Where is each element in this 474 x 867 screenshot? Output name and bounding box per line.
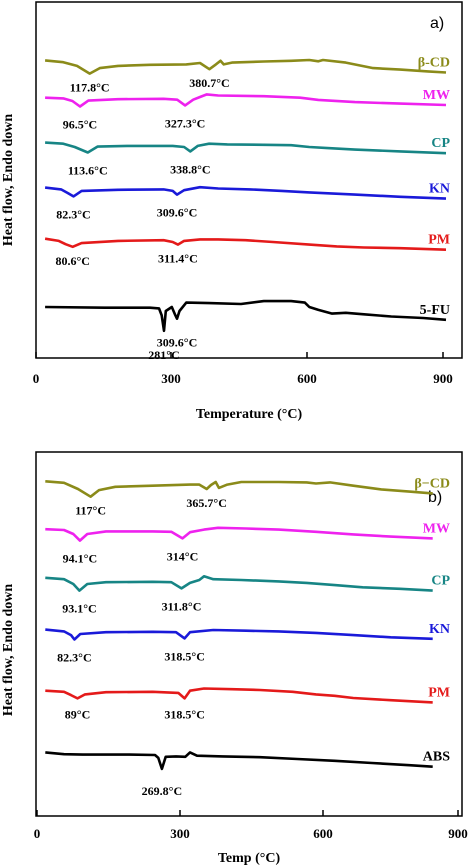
legend-label-cp: CP — [431, 136, 450, 151]
series-line-pm — [45, 687, 433, 704]
peak-annotation: 311.8°C — [162, 599, 202, 613]
x-tick-label: 900 — [433, 371, 453, 386]
peak-annotation: 318.5°C — [164, 649, 204, 663]
x-axis-title-b: Temp (°C) — [218, 851, 281, 866]
x-tick-label: 0 — [34, 826, 41, 841]
series-line-cd — [44, 58, 447, 75]
x-tick-label: 900 — [448, 826, 468, 841]
peak-annotation: 365.7°C — [186, 496, 226, 510]
panel-b: b) 0 300 600 900 β−CD 117°C 365.7°C MW 94.1°C 31… — [1, 451, 468, 866]
peak-annotation: 80.6°C — [55, 254, 89, 268]
plot-frame-b — [35, 451, 463, 817]
series-line-kn — [45, 628, 433, 641]
x-tick-label: 300 — [170, 826, 190, 841]
peak-annotation: 309.6°C — [157, 206, 197, 220]
legend-label-pm: PM — [428, 233, 450, 248]
x-ticks-b: 0 300 600 900 — [34, 810, 468, 841]
panel-label-b: b) — [428, 489, 442, 506]
series-group-b: β−CD 117°C 365.7°C MW 94.1°C 314°C CP 93.1°C 311… — [45, 476, 450, 798]
panel-label-a: a) — [430, 15, 444, 32]
legend-label-kn: KN — [429, 182, 450, 197]
legend-label-mw: MW — [423, 521, 450, 536]
y-axis-title-b: Heat flow, Endo down — [1, 584, 16, 716]
x-ticks-a: 0 300 600 900 — [33, 352, 453, 386]
peak-annotation: 117.8°C — [70, 81, 110, 95]
series-line-kn — [44, 185, 447, 200]
peak-annotation: 96.5°C — [63, 118, 97, 132]
x-tick-label: 0 — [33, 371, 40, 386]
series-line-cp — [45, 575, 433, 592]
peak-annotation: 338.8°C — [170, 162, 210, 176]
peak-annotation: 269.8°C — [142, 784, 182, 798]
series-line-mw — [45, 526, 433, 542]
legend-label-cd: β−CD — [414, 476, 450, 491]
peak-annotation: 380.7°C — [189, 76, 229, 90]
peak-annotation: 281°C — [148, 348, 179, 362]
peak-annotation: 82.3°C — [56, 207, 90, 221]
peak-annotation: 113.6°C — [68, 164, 108, 178]
peak-annotation: 117°C — [75, 504, 106, 518]
series-line-pm — [44, 237, 447, 251]
peak-annotation: 311.4°C — [158, 252, 198, 266]
peak-annotation: 318.5°C — [164, 707, 204, 721]
legend-label-mw: MW — [423, 88, 450, 103]
x-tick-label: 600 — [313, 826, 333, 841]
peak-annotation: 327.3°C — [165, 116, 205, 130]
legend-label-pm: PM — [428, 685, 450, 700]
x-tick-label: 300 — [161, 371, 181, 386]
legend-label-5-fu: 5-FU — [420, 303, 450, 318]
panel-a: a) 0 300 600 900 β-CD 117.8°C 380.7°C MW 96.5°C… — [1, 1, 463, 422]
plot-frame-a — [35, 1, 463, 359]
peak-annotation: 93.1°C — [62, 602, 96, 616]
series-line-cd — [45, 480, 433, 498]
legend-label-cp: CP — [431, 574, 450, 589]
legend-label-cd: β-CD — [418, 56, 450, 71]
peak-annotation: 94.1°C — [63, 552, 97, 566]
series-line-abs — [45, 751, 433, 771]
series-line-5-fu — [45, 299, 447, 333]
legend-label-abs: ABS — [423, 750, 450, 765]
x-tick-label: 600 — [297, 371, 317, 386]
x-axis-title-a: Temperature (°C) — [196, 407, 303, 422]
legend-label-kn: KN — [429, 622, 450, 637]
series-group-a: β-CD 117.8°C 380.7°C MW 96.5°C 327.3°C CP 113.6… — [44, 56, 450, 362]
series-line-mw — [45, 93, 447, 108]
peak-annotation: 82.3°C — [57, 651, 91, 665]
peak-annotation: 89°C — [65, 707, 90, 721]
peak-annotation: 309.6°C — [157, 336, 197, 350]
series-line-cp — [45, 141, 447, 155]
y-axis-title-a: Heat flow, Endo down — [1, 114, 16, 246]
peak-annotation: 314°C — [167, 549, 198, 563]
